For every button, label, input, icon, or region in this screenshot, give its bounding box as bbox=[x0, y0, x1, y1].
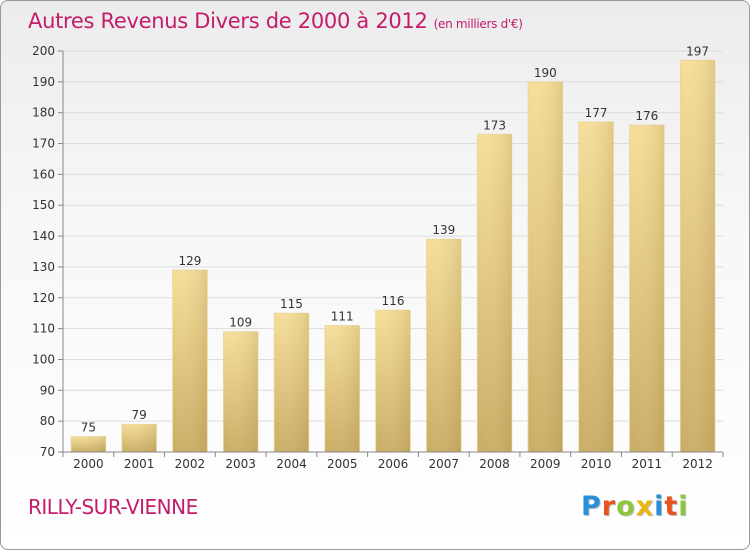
value-label: 129 bbox=[178, 254, 201, 268]
value-label: 176 bbox=[635, 109, 658, 123]
x-tick-label: 2003 bbox=[225, 457, 256, 471]
bar-shade bbox=[375, 310, 411, 452]
bar-shade bbox=[528, 81, 563, 452]
value-label: 75 bbox=[81, 421, 96, 435]
value-label: 109 bbox=[229, 316, 252, 330]
y-tick-label: 100 bbox=[32, 352, 55, 366]
y-tick-label: 140 bbox=[32, 229, 55, 243]
value-label: 190 bbox=[534, 66, 557, 80]
value-label: 116 bbox=[382, 294, 405, 308]
x-tick-label: 2008 bbox=[479, 457, 510, 471]
y-tick-label: 130 bbox=[32, 260, 55, 274]
y-tick-label: 180 bbox=[32, 106, 55, 120]
chart-unit: (en milliers d'€) bbox=[433, 17, 523, 31]
y-tick-label: 150 bbox=[32, 198, 55, 212]
x-tick-label: 2000 bbox=[73, 457, 104, 471]
x-tick-label: 2007 bbox=[428, 457, 459, 471]
y-tick-label: 160 bbox=[32, 167, 55, 181]
proxiti-logo: Proxiti bbox=[581, 491, 689, 522]
bar-shade bbox=[629, 125, 665, 453]
y-tick-label: 90 bbox=[40, 383, 55, 397]
bar-shade bbox=[223, 331, 258, 452]
x-tick-label: 2009 bbox=[530, 457, 561, 471]
value-label: 79 bbox=[132, 408, 147, 422]
x-tick-label: 2002 bbox=[175, 457, 206, 471]
x-tick-label: 2004 bbox=[276, 457, 307, 471]
bar-shade bbox=[426, 239, 462, 452]
chart-title: Autres Revenus Divers de 2000 à 2012 (en … bbox=[28, 9, 523, 33]
town-name: RILLY-SUR-VIENNE bbox=[28, 495, 198, 519]
y-tick-label: 170 bbox=[32, 137, 55, 151]
x-tick-label: 2010 bbox=[581, 457, 612, 471]
x-tick-label: 2006 bbox=[378, 457, 409, 471]
y-tick-label: 190 bbox=[32, 75, 55, 89]
y-tick-label: 70 bbox=[40, 445, 55, 459]
x-tick-label: 2012 bbox=[682, 457, 713, 471]
x-tick-label: 2011 bbox=[632, 457, 663, 471]
bar-shade bbox=[274, 313, 309, 452]
bar-shade bbox=[578, 121, 614, 452]
bar-shade bbox=[680, 60, 715, 452]
value-label: 197 bbox=[686, 44, 709, 58]
y-tick-label: 120 bbox=[32, 291, 55, 305]
bar-shade bbox=[121, 424, 157, 452]
value-label: 111 bbox=[331, 310, 354, 324]
y-tick-label: 110 bbox=[32, 322, 55, 336]
bar-shade bbox=[477, 134, 512, 453]
value-label: 115 bbox=[280, 297, 303, 311]
chart-title-text: Autres Revenus Divers de 2000 à 2012 bbox=[28, 9, 428, 33]
value-label: 173 bbox=[483, 118, 506, 132]
value-label: 139 bbox=[432, 223, 455, 237]
bar-shade bbox=[71, 436, 106, 452]
bar-shade bbox=[172, 270, 208, 452]
x-tick-label: 2001 bbox=[124, 457, 155, 471]
value-label: 177 bbox=[585, 106, 608, 120]
y-tick-label: 80 bbox=[40, 414, 55, 428]
y-tick-label: 200 bbox=[32, 44, 55, 58]
x-tick-label: 2005 bbox=[327, 457, 358, 471]
bar-shade bbox=[324, 325, 360, 452]
